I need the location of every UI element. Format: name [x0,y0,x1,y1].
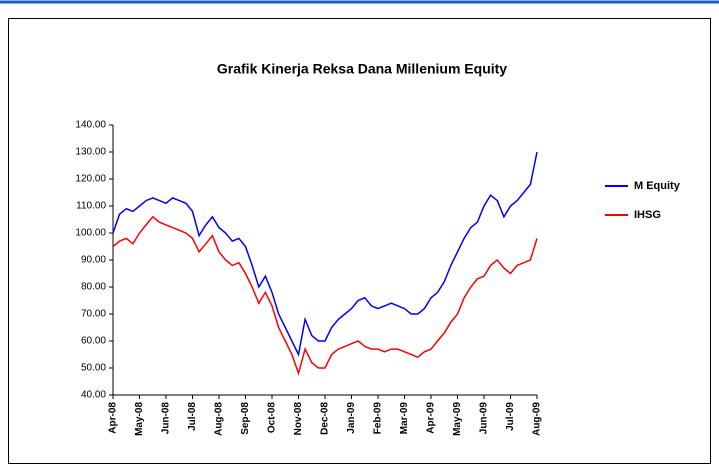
legend-label: IHSG [634,209,661,221]
y-tick-label: 80.00 [81,282,106,293]
x-tick-label: Oct-08 [267,402,278,434]
x-tick-label: Sep-08 [240,402,251,435]
x-tick-label: Apr-08 [108,402,119,434]
series-line [112,215,538,376]
y-tick-label: 40.00 [81,390,106,401]
y-tick-label: 90.00 [81,255,106,266]
x-tick-label: May-08 [134,402,145,436]
x-tick-label: Jul-09 [505,402,516,431]
y-tick-label: 70.00 [81,309,106,320]
x-tick-label: Dec-08 [320,402,331,435]
y-tick-label: 50.00 [81,363,106,374]
y-tick-label: 140.00 [75,120,106,131]
x-tick-label: Jun-08 [161,402,172,435]
legend-label: M Equity [634,180,681,192]
x-tick-label: Apr-09 [426,402,437,434]
x-tick-label: Aug-08 [214,402,225,436]
x-tick-label: Jul-08 [187,402,198,431]
chart-title: Grafik Kinerja Reksa Dana Millenium Equi… [217,61,507,77]
x-tick-label: May-09 [452,402,463,436]
chart-frame [8,18,711,464]
y-tick-label: 110.00 [76,201,106,212]
x-tick-label: Jun-09 [479,402,490,435]
y-tick-label: 120.00 [75,174,106,185]
series-line [112,151,538,357]
y-tick-label: 60.00 [81,336,106,347]
x-tick-label: Feb-09 [373,402,384,435]
x-tick-label: Aug-09 [532,402,543,436]
y-tick-label: 100.00 [75,228,106,239]
x-tick-label: Mar-09 [399,402,410,435]
y-tick-label: 130.00 [75,147,106,158]
x-tick-label: Nov-08 [293,402,304,436]
x-tick-label: Jan-09 [346,402,357,434]
